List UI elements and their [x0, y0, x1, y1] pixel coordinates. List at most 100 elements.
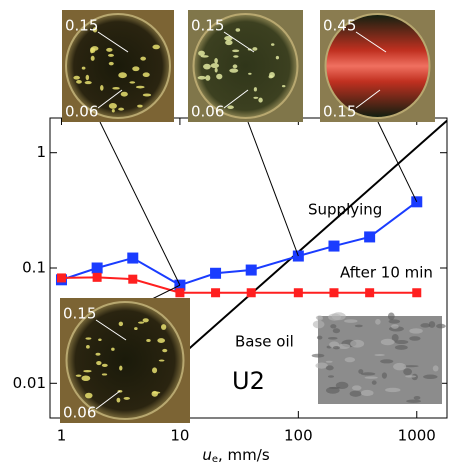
legend-label: Supplying — [308, 201, 382, 219]
sem-texture — [405, 375, 417, 378]
photo-label: 0.15 — [323, 103, 356, 121]
point — [92, 272, 102, 282]
sem-texture — [344, 319, 358, 323]
y-tick-label: 0.01 — [13, 374, 46, 392]
photo-pointer — [223, 89, 249, 109]
particle — [224, 36, 233, 41]
photo-label: 0.06 — [63, 404, 96, 422]
particle — [84, 81, 92, 85]
particle — [146, 339, 151, 343]
sem-texture — [388, 319, 401, 324]
sem-texture — [393, 362, 407, 371]
sem-texture — [312, 320, 325, 329]
sem-texture — [316, 335, 323, 340]
sem-texture — [332, 345, 340, 350]
sem-texture — [403, 365, 419, 368]
particle — [108, 103, 117, 109]
particle — [232, 49, 240, 53]
particle — [160, 324, 167, 330]
particle — [252, 47, 258, 51]
particle — [76, 79, 82, 84]
particle — [118, 107, 125, 111]
x-axis-label: ue, mm/s — [202, 446, 269, 466]
chart-label: U2 — [232, 367, 265, 395]
particle — [112, 87, 120, 90]
connector — [247, 121, 299, 257]
particle — [132, 66, 140, 72]
sem-texture — [337, 343, 351, 350]
sem-texture — [344, 357, 356, 363]
particle — [152, 44, 160, 50]
photo-pointer — [95, 390, 121, 410]
particle — [73, 75, 80, 80]
particle — [137, 104, 143, 108]
sem-texture — [332, 328, 341, 334]
sem-texture — [423, 374, 438, 380]
reference-label: Base oil — [235, 333, 294, 351]
particle — [140, 56, 146, 61]
photo-pointer — [223, 31, 255, 53]
photo-pointer — [355, 89, 381, 109]
x-tick-label: 1000 — [398, 427, 436, 445]
photo-label: 0.15 — [65, 17, 98, 35]
point — [211, 288, 221, 298]
particle — [118, 72, 127, 79]
particle — [270, 43, 275, 46]
x-tick-label: 100 — [284, 427, 313, 445]
photo-label: 0.45 — [323, 17, 356, 35]
sem-texture — [380, 359, 394, 364]
particle — [95, 352, 101, 356]
photo-pointer — [95, 319, 127, 341]
particle — [89, 47, 94, 54]
particle — [101, 363, 108, 367]
x-subscript: e — [212, 454, 218, 465]
point — [127, 252, 139, 264]
legend-label: After 10 min — [340, 264, 433, 282]
particle — [216, 73, 223, 80]
reference-line — [179, 119, 448, 358]
particle — [197, 75, 206, 80]
photo-pointer — [97, 31, 129, 53]
particle — [129, 81, 136, 84]
particle — [158, 359, 165, 362]
particle — [203, 63, 211, 70]
particle — [85, 337, 92, 340]
particle — [111, 109, 115, 113]
particle — [214, 67, 218, 73]
sem-texture — [311, 353, 325, 358]
sem-texture — [316, 315, 324, 321]
point — [56, 273, 66, 283]
point — [91, 262, 103, 274]
particle — [253, 87, 257, 92]
sem-texture — [328, 386, 341, 389]
sem-texture — [432, 365, 439, 372]
sem-texture — [385, 387, 401, 393]
sem-texture — [328, 313, 342, 321]
point — [329, 288, 339, 298]
sem-texture — [391, 324, 399, 329]
sem-texture — [403, 368, 412, 376]
particle — [100, 85, 104, 91]
photo-label: 0.15 — [63, 305, 96, 323]
sem-texture — [406, 399, 421, 403]
sem-texture — [420, 323, 431, 328]
particle — [142, 72, 150, 78]
particle — [258, 97, 263, 103]
sem-texture — [327, 375, 335, 378]
point — [210, 267, 222, 279]
sem-texture — [351, 385, 362, 391]
sem-texture — [364, 376, 378, 379]
point — [246, 288, 256, 298]
sem-texture — [428, 321, 436, 328]
photo-label: 0.15 — [191, 17, 224, 35]
photo-pointer — [97, 89, 123, 109]
sem-texture — [325, 365, 334, 371]
particle — [116, 397, 121, 403]
particle — [111, 347, 115, 351]
sem-texture — [413, 395, 421, 400]
sem-texture — [374, 353, 385, 357]
sem-texture — [391, 333, 399, 342]
particle — [227, 105, 234, 110]
sem-texture — [409, 328, 423, 334]
photo-pointer — [355, 31, 387, 53]
